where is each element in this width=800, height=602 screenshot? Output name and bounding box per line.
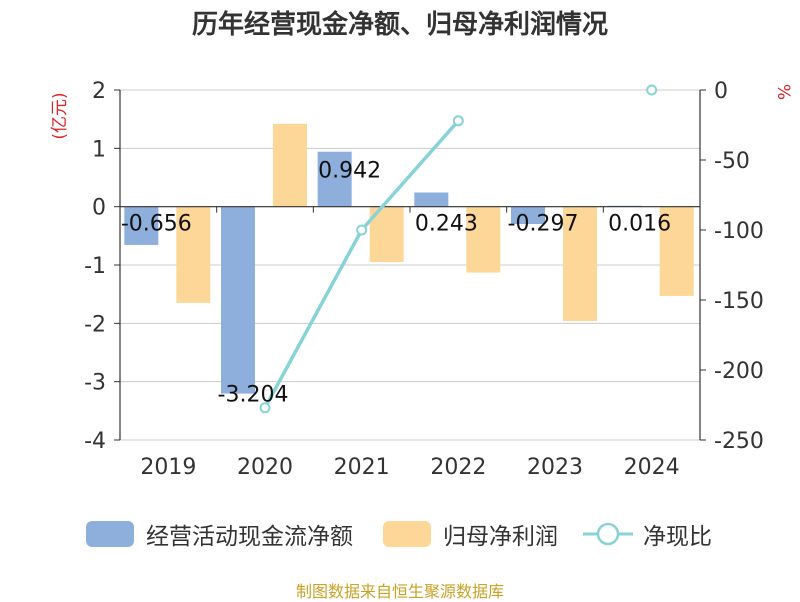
- left-axis-unit: (亿元): [50, 92, 70, 139]
- bar-cashflow: [317, 151, 352, 207]
- data-label-cashflow: 0.942: [318, 159, 381, 184]
- data-label-cashflow: 0.016: [608, 212, 671, 237]
- bar-group: [124, 123, 694, 394]
- legend: 经营活动现金流净额 归母净利润 净现比: [0, 512, 800, 556]
- bar-cashflow: [511, 206, 545, 224]
- left-tick-label: -4: [84, 429, 106, 454]
- bar-cashflow: [124, 206, 159, 245]
- line-segment-ratio: [263, 229, 364, 409]
- right-tick-label: -250: [714, 429, 764, 454]
- legend-label-ratio: 净现比: [643, 524, 712, 550]
- x-tick-label: 2022: [430, 455, 486, 480]
- data-label-cashflow: -3.204: [218, 383, 289, 408]
- x-tick-label: 2019: [140, 455, 196, 480]
- axes: 2 1 0 -1 -2 -3 -4 0 -50 -100 -150 -200 -250 2019 2020 2…: [84, 79, 764, 480]
- line-series: [259, 84, 658, 414]
- data-labels: -0.656 -3.204 0.942 0.243 -0.297 0.016: [121, 159, 671, 408]
- x-tick-label: 2021: [334, 455, 390, 480]
- legend-item-netprofit[interactable]: 归母净利润: [383, 512, 558, 556]
- bar-cashflow: [221, 206, 255, 394]
- bar-netprofit: [176, 206, 211, 303]
- right-axis-unit: %: [773, 84, 793, 100]
- data-label-cashflow: -0.656: [121, 212, 192, 237]
- point-ratio: [452, 115, 464, 127]
- chart-title: 历年经营现金净额、归母净利润情况: [191, 10, 608, 40]
- right-tick-label: -150: [714, 289, 764, 314]
- bar-netprofit: [466, 206, 501, 273]
- right-tick-label: -200: [714, 359, 764, 384]
- left-tick-label: 0: [92, 196, 106, 221]
- legend-label-netprofit: 归母净利润: [443, 524, 558, 550]
- right-tick-label: 0: [714, 79, 728, 104]
- x-tick-label: 2023: [527, 455, 583, 480]
- right-tick-label: -100: [714, 219, 764, 244]
- legend-swatch-netprofit: [383, 521, 431, 547]
- legend-swatch-ratio: [583, 522, 633, 546]
- x-tick-label: 2020: [237, 455, 293, 480]
- source-note: 制图数据来自恒生聚源数据库: [295, 582, 504, 601]
- bar-cashflow: [414, 192, 449, 207]
- bar-netprofit: [659, 206, 694, 296]
- data-label-cashflow: 0.243: [415, 212, 478, 237]
- left-tick-label: -2: [84, 312, 106, 337]
- data-label-cashflow: -0.297: [508, 212, 579, 237]
- left-tick-label: -1: [84, 254, 106, 279]
- legend-label-cashflow: 经营活动现金流净额: [146, 524, 353, 550]
- line-segment-ratio: [360, 119, 460, 232]
- right-tick-label: -50: [714, 149, 750, 174]
- left-tick-label: 2: [92, 79, 106, 104]
- bar-netprofit: [563, 206, 597, 321]
- point-ratio: [259, 402, 271, 414]
- x-tick-label: 2024: [624, 455, 680, 480]
- point-ratio: [646, 84, 658, 96]
- legend-swatch-cashflow: [86, 521, 134, 547]
- legend-item-cashflow[interactable]: 经营活动现金流净额: [86, 512, 353, 556]
- bar-netprofit: [273, 123, 307, 207]
- point-ratio: [356, 224, 368, 236]
- left-tick-label: 1: [92, 137, 106, 162]
- left-tick-label: -3: [84, 371, 106, 396]
- legend-item-ratio[interactable]: 净现比: [583, 512, 712, 556]
